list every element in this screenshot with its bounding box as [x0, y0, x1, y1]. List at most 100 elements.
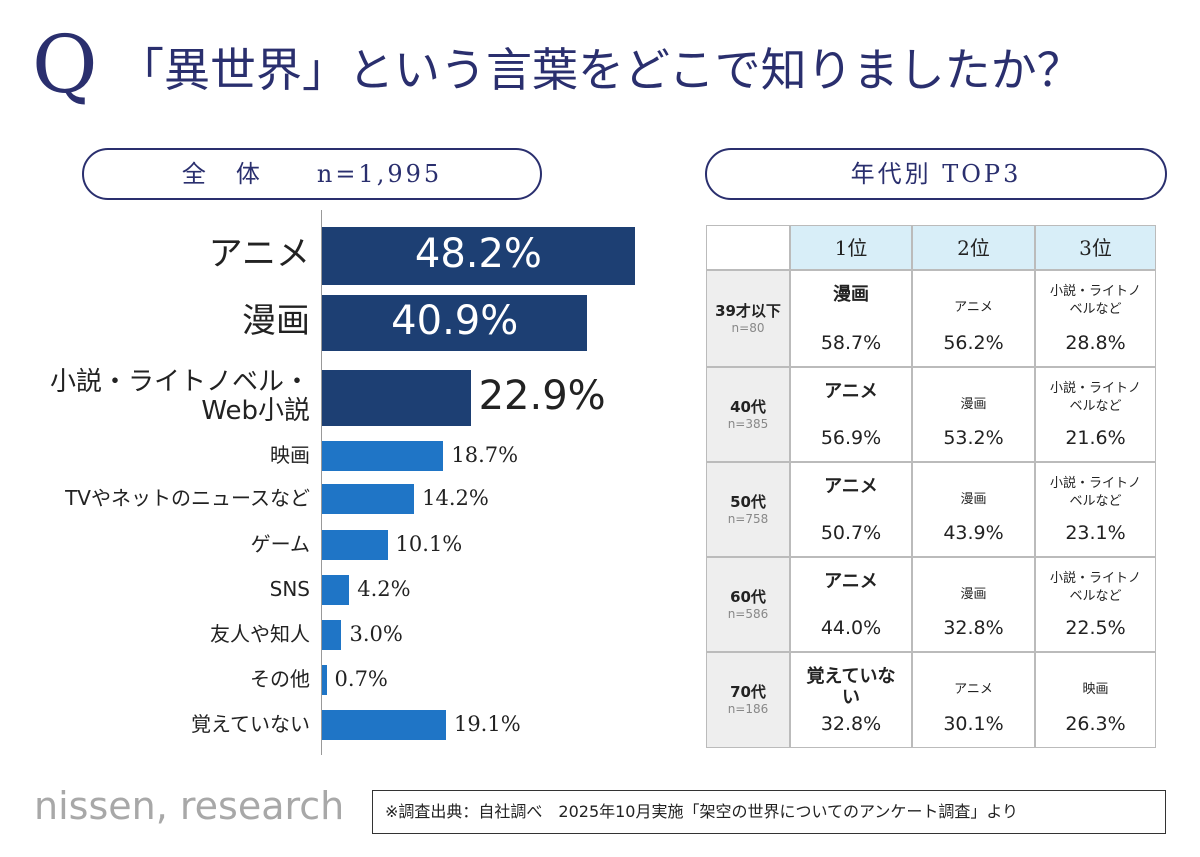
- category-label: TVやネットのニュースなど: [65, 486, 310, 510]
- cell-label: 漫画: [960, 492, 987, 507]
- bar: [322, 370, 471, 426]
- source-note: ※調査出典：自社調べ 2025年10月実施「架空の世界についてのアンケート調査」…: [372, 790, 1166, 834]
- category-label: 小説・ライトノベル・ Web小説: [49, 367, 310, 426]
- title: 「異世界」という言葉をどこで知りましたか？: [118, 43, 1083, 97]
- bar: [322, 484, 415, 514]
- category-label: 覚えていない: [191, 712, 310, 736]
- bar: [322, 227, 635, 285]
- cell-value: 53.2%: [943, 427, 1004, 449]
- cell-value: 30.1%: [943, 713, 1004, 735]
- category-label: 友人や知人: [210, 622, 310, 646]
- age-group: 60代: [730, 587, 766, 606]
- cell-label: アニメ: [824, 571, 878, 592]
- sample-size: n=186: [727, 702, 769, 716]
- value-label: 19.1%: [453, 711, 521, 736]
- table-cell: 小説・ライトノベルなど 22.5%: [1035, 557, 1156, 652]
- sample-size: n=80: [731, 320, 765, 335]
- cell-value: 56.2%: [943, 332, 1004, 354]
- cell-value: 21.6%: [1065, 427, 1126, 449]
- panel-n: n=1,995: [316, 160, 443, 188]
- category-label: その他: [250, 667, 310, 691]
- bar: [322, 620, 342, 650]
- cell-label: アニメ: [824, 476, 878, 497]
- value-label: 48.2%: [414, 231, 542, 278]
- row-header: 50代 n=758: [706, 462, 790, 557]
- axis-line: [321, 210, 322, 755]
- cell-label: 小説・ライトノベルなど: [1049, 381, 1141, 415]
- bar: [322, 575, 350, 605]
- value-label: 14.2%: [422, 485, 489, 510]
- cell-value: 56.9%: [820, 427, 882, 449]
- sample-size: n=758: [727, 511, 769, 526]
- cell-value: 50.7%: [820, 522, 882, 544]
- table-cell: 映画 26.3%: [1035, 652, 1156, 748]
- row-header: 40代 n=385: [706, 367, 790, 462]
- cell-label: 小説・ライトノベルなど: [1049, 571, 1141, 605]
- table-cell: アニメ 56.9%: [790, 367, 912, 462]
- cell-label: 映画: [1082, 682, 1109, 697]
- table-cell: 漫画 32.8%: [912, 557, 1035, 652]
- category-label: 映画: [270, 443, 310, 467]
- cell-label: 漫画: [960, 397, 987, 412]
- value-label: 0.7%: [334, 666, 388, 691]
- bar: [322, 710, 446, 740]
- bar: [322, 665, 327, 695]
- age-group: 50代: [730, 492, 766, 511]
- q-mark: Q: [32, 18, 98, 111]
- sample-size: n=586: [727, 606, 769, 621]
- cell-label: アニメ: [954, 300, 993, 315]
- cell-label: 小説・ライトノベルなど: [1049, 284, 1141, 318]
- row-header: 60代 n=586: [706, 557, 790, 652]
- table-cell: 漫画 43.9%: [912, 462, 1035, 557]
- sample-size: n=385: [727, 416, 769, 431]
- panel-title: 全 体 n=1,995: [82, 148, 542, 200]
- category-label: 漫画: [242, 300, 310, 341]
- cell-value: 22.5%: [1065, 617, 1126, 639]
- age-group: 70代: [730, 683, 766, 701]
- cell-value: 28.8%: [1065, 332, 1126, 354]
- category-label: SNS: [269, 577, 310, 601]
- cell-label: 漫画: [960, 587, 987, 602]
- row-header: 70代 n=186: [706, 652, 790, 748]
- table-cell: アニメ 50.7%: [790, 462, 912, 557]
- table-cell: 小説・ライトノベルなど 28.8%: [1035, 270, 1156, 367]
- value-label: 22.9%: [478, 373, 606, 420]
- bar: [322, 441, 444, 471]
- bar: [322, 295, 588, 351]
- cell-value: 43.9%: [943, 522, 1004, 544]
- cell-value: 32.8%: [943, 617, 1004, 639]
- table-cell: アニメ 30.1%: [912, 652, 1035, 748]
- cell-label: 小説・ライトノベルなど: [1049, 476, 1141, 510]
- panel-label: 全 体: [181, 160, 263, 188]
- cell-label: アニメ: [954, 682, 993, 697]
- table-cell: 漫画 53.2%: [912, 367, 1035, 462]
- age-group: 39才以下: [715, 301, 781, 320]
- cell-value: 58.7%: [820, 332, 882, 354]
- value-label: 18.7%: [451, 442, 519, 467]
- bar: [322, 530, 388, 560]
- column-header: 1位: [790, 225, 912, 270]
- value-label: 40.9%: [391, 298, 519, 345]
- table-cell: アニメ 44.0%: [790, 557, 912, 652]
- table-cell: 漫画 58.7%: [790, 270, 912, 367]
- cell-label: アニメ: [824, 381, 878, 402]
- cell-label: 覚えていない: [806, 666, 896, 708]
- table-cell: 小説・ライトノベルなど 21.6%: [1035, 367, 1156, 462]
- column-header: 2位: [912, 225, 1035, 270]
- cell-value: 32.8%: [820, 713, 882, 735]
- column-header: 3位: [1035, 225, 1156, 270]
- category-label: ゲーム: [250, 532, 310, 556]
- table-cell: アニメ 56.2%: [912, 270, 1035, 367]
- cell-value: 26.3%: [1065, 713, 1126, 735]
- cell-value: 23.1%: [1065, 522, 1126, 544]
- value-label: 3.0%: [349, 621, 403, 646]
- logo: nissen, research: [34, 784, 345, 828]
- table-cell: 小説・ライトノベルなど 23.1%: [1035, 462, 1156, 557]
- table-corner: [706, 225, 790, 270]
- value-label: 10.1%: [395, 531, 463, 556]
- cell-label: 漫画: [833, 284, 869, 305]
- category-label: アニメ: [208, 233, 310, 274]
- age-group: 40代: [730, 397, 766, 416]
- table-cell: 覚えていない 32.8%: [790, 652, 912, 748]
